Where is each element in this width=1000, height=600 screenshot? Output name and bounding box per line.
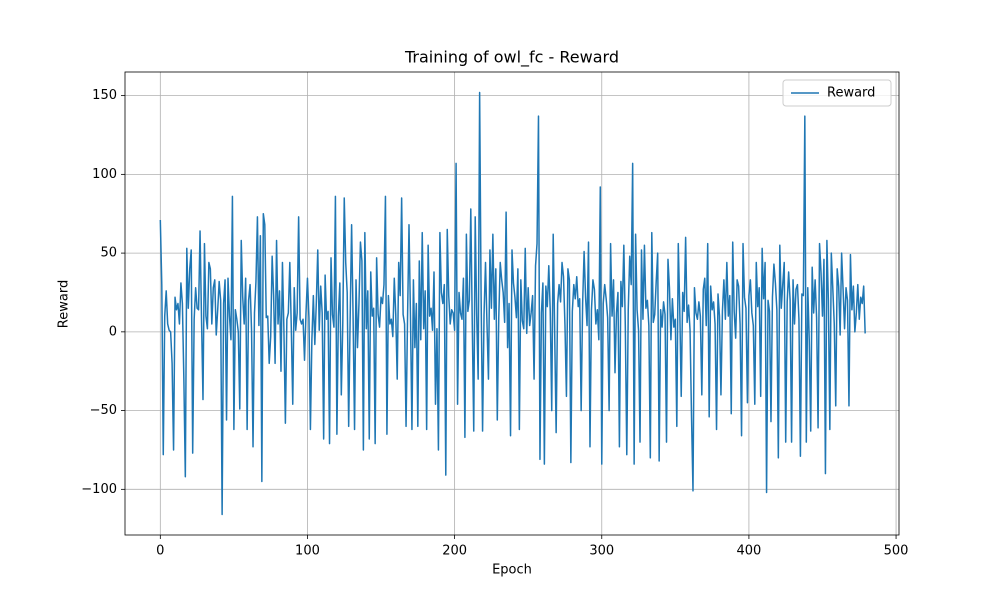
legend-label: Reward [827,86,875,101]
legend: Reward [782,79,892,107]
y-tick-label: 0 [109,324,117,339]
legend-box [782,79,892,107]
line-series [159,91,866,516]
y-tick-label: −50 [90,403,117,418]
y-axis-label: Reward [57,280,72,328]
chart-title: Training of owl_fc - Reward [404,48,619,68]
x-tick-label: 500 [884,544,909,559]
plot-frame [124,71,900,536]
x-tick-label: 400 [736,544,761,559]
y-tick-label: 100 [92,167,117,182]
x-tick-label: 200 [442,544,467,559]
x-tick-label: 100 [295,544,320,559]
y-tick-label: 50 [100,246,117,261]
y-tick-label: 150 [92,88,117,103]
x-tick-label: 0 [156,544,164,559]
y-tick-label: −100 [81,482,117,497]
x-axis-label: Epoch [492,563,532,578]
x-tick-label: 300 [589,544,614,559]
